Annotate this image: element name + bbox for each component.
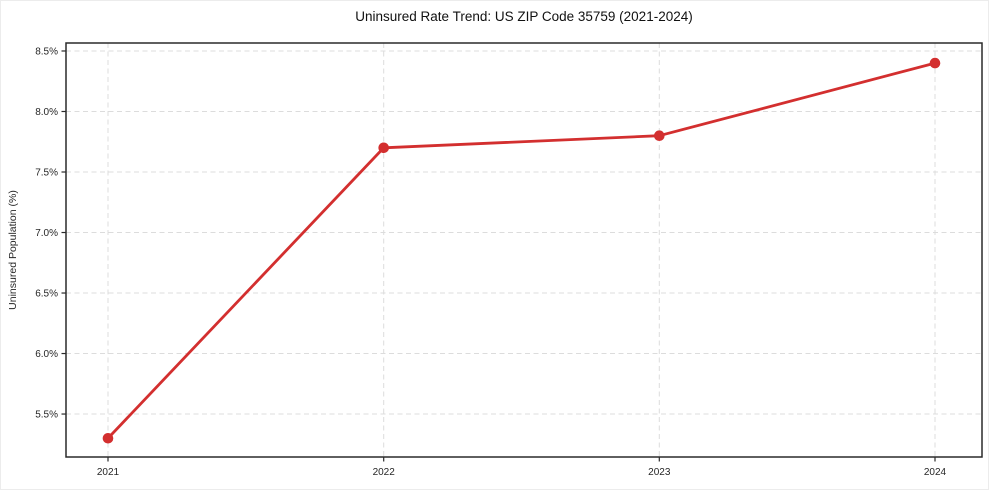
- plot-border: [65, 42, 983, 458]
- x-tick-label: 2022: [373, 467, 396, 478]
- trend-line: [106, 61, 937, 440]
- gridlines: [66, 43, 982, 457]
- x-tick-label: 2023: [648, 467, 671, 478]
- y-tick-label: 8.0%: [35, 107, 58, 118]
- data-point-2022: [378, 142, 390, 154]
- chart-title: Uninsured Rate Trend: US ZIP Code 35759 …: [355, 9, 693, 24]
- y-tick-label: 6.0%: [35, 349, 58, 360]
- y-tick-label: 5.5%: [35, 410, 58, 421]
- data-point-2023: [654, 130, 665, 141]
- y-tick-label: 8.5%: [35, 46, 58, 57]
- y-tick-label: 7.5%: [35, 168, 58, 179]
- data-point-2024: [929, 57, 941, 69]
- axes: [61, 42, 983, 462]
- data-series: [102, 57, 941, 444]
- data-point-2021: [102, 432, 114, 444]
- x-tick-label: 2021: [97, 467, 120, 478]
- tick-labels: 5.5% 6.0% 6.5% 7.0% 7.5% 8.0% 8.5% 2021 2022 2023…: [35, 46, 946, 478]
- y-tick-label: 6.5%: [35, 289, 58, 300]
- x-tick-label: 2024: [924, 467, 947, 478]
- y-tick-label: 7.0%: [35, 228, 58, 239]
